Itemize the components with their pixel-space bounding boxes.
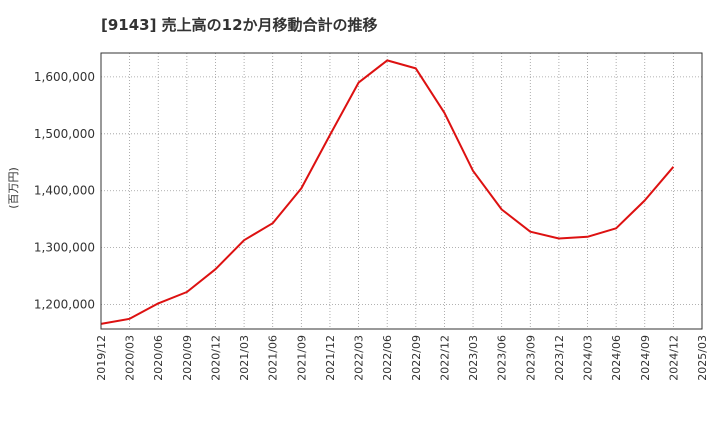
x-tick-label: 2023/06: [496, 335, 509, 381]
x-tick-label: 2023/03: [467, 335, 480, 381]
y-tick-label: 1,500,000: [34, 127, 95, 141]
series-layer: [100, 59, 675, 325]
plot-area-border: [100, 52, 703, 330]
x-tick-label: 2020/09: [181, 335, 194, 381]
x-tick-label: 2022/09: [410, 335, 423, 381]
x-tick-label: 2022/03: [353, 335, 366, 381]
x-tick-label: 2020/12: [209, 335, 222, 381]
x-tick-label: 2024/06: [610, 335, 623, 381]
series-line: [100, 59, 675, 325]
x-tick-label: 2025/03: [696, 335, 709, 381]
y-tick-label: 1,400,000: [34, 184, 95, 198]
x-tick-label: 2024/03: [582, 335, 595, 381]
x-tick-label: 2022/12: [438, 335, 451, 381]
x-tick-label: 2021/03: [238, 335, 251, 381]
x-axis-ticks: 2019/12 2020/03 2020/06 2020/09 2020/12 2021/…: [95, 335, 709, 381]
x-tick-label: 2020/03: [124, 335, 137, 381]
x-tick-label: 2024/09: [639, 335, 652, 381]
x-tick-label: 2023/09: [524, 335, 537, 381]
horizontal-gridlines: [101, 76, 702, 305]
x-tick-label: 2021/09: [295, 335, 308, 381]
y-axis-ticks: 1,200,000 1,300,000 1,400,000 1,500,000 1,60…: [34, 70, 95, 312]
chart-title: [9143] 売上高の12か月移動合計の推移: [101, 16, 378, 34]
y-tick-label: 1,200,000: [34, 298, 95, 312]
y-tick-label: 1,300,000: [34, 241, 95, 255]
x-tick-label: 2023/12: [553, 335, 566, 381]
x-tick-label: 2022/06: [381, 335, 394, 381]
x-tick-label: 2021/12: [324, 335, 337, 381]
x-tick-label: 2024/12: [667, 335, 680, 381]
x-tick-label: 2021/06: [267, 335, 280, 381]
x-tick-label: 2020/06: [152, 335, 165, 381]
y-tick-label: 1,600,000: [34, 70, 95, 84]
x-tick-label: 2019/12: [95, 335, 108, 381]
